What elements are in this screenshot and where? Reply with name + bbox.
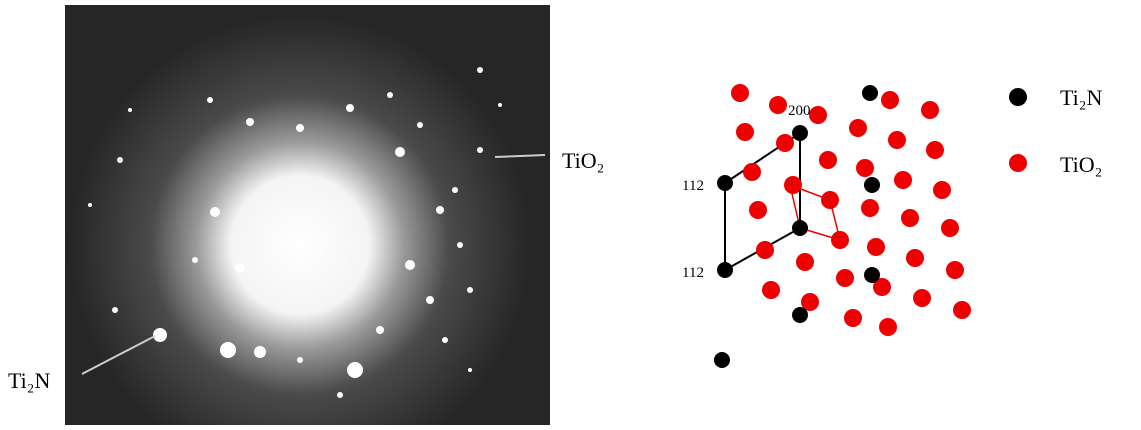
- page: TiO₂ Ti₂N 200 112 112 Ti₂N TiO₂ (() => {…: [0, 0, 1141, 425]
- tio2-spot: [776, 134, 794, 152]
- index-label: 112: [682, 178, 704, 194]
- tio2-spot: [849, 119, 867, 137]
- index-label: 200: [788, 103, 811, 119]
- tio2-spot: [731, 84, 749, 102]
- ti2n-spot: [714, 352, 730, 368]
- spot: [467, 287, 473, 293]
- ti2n-spot: [864, 267, 880, 283]
- tio2-spot: [941, 219, 959, 237]
- spot: [210, 207, 220, 217]
- tio2-spot: [894, 171, 912, 189]
- figure: TiO₂ Ti₂N 200 112 112 Ti₂N TiO₂: [0, 0, 1141, 425]
- spot: [246, 118, 254, 126]
- spot: [457, 242, 463, 248]
- tio2-spot: [796, 253, 814, 271]
- tio2-spot: [749, 201, 767, 219]
- spot: [498, 103, 502, 107]
- index-label: 112: [682, 265, 704, 281]
- spot: [376, 326, 384, 334]
- spot: [477, 147, 483, 153]
- spot: [387, 92, 393, 98]
- spot: [297, 357, 303, 363]
- spot: [220, 342, 236, 358]
- tio2-spot: [888, 131, 906, 149]
- legend-label: TiO₂: [1060, 152, 1102, 177]
- tio2-spot: [856, 159, 874, 177]
- tio2-spot: [809, 106, 827, 124]
- legend-marker: [1009, 154, 1027, 172]
- spot: [112, 307, 118, 313]
- tio2-spot: [933, 181, 951, 199]
- tio2-spot: [836, 269, 854, 287]
- image-label: Ti₂N: [8, 368, 50, 393]
- spot: [337, 392, 343, 398]
- spot: [477, 67, 483, 73]
- legend-marker: [1009, 88, 1027, 106]
- spot: [346, 104, 354, 112]
- ti2n-spot: [864, 177, 880, 193]
- image-label: TiO₂: [562, 148, 604, 173]
- tio2-spot: [756, 241, 774, 259]
- spot: [117, 157, 123, 163]
- tio2-spot: [819, 151, 837, 169]
- ti2n-spot: [792, 125, 808, 141]
- spot: [436, 206, 444, 214]
- diffraction-image: [65, 5, 550, 425]
- spot: [405, 260, 415, 270]
- tio2-spot: [921, 101, 939, 119]
- tio2-spot: [867, 238, 885, 256]
- tio2-spot: [946, 261, 964, 279]
- ti2n-spot: [862, 85, 878, 101]
- spot: [88, 203, 92, 207]
- spot: [468, 368, 472, 372]
- tio2-spot: [784, 176, 802, 194]
- tio2-spot: [769, 96, 787, 114]
- spot: [153, 328, 167, 342]
- tio2-spot: [844, 309, 862, 327]
- spot: [192, 257, 198, 263]
- spot: [296, 124, 304, 132]
- spot: [128, 108, 132, 112]
- tio2-spot: [879, 318, 897, 336]
- spot: [254, 346, 266, 358]
- spot: [426, 296, 434, 304]
- ti2n-spot: [717, 175, 733, 191]
- ti2n-spot: [792, 220, 808, 236]
- spot: [347, 362, 363, 378]
- tio2-spots: [731, 84, 971, 336]
- tio2-spot: [861, 199, 879, 217]
- tio2-spot: [736, 123, 754, 141]
- tio2-spot: [906, 249, 924, 267]
- spot: [207, 97, 213, 103]
- ti2n-spot: [717, 262, 733, 278]
- tio2-spot: [953, 301, 971, 319]
- tio2-spot: [913, 289, 931, 307]
- spot: [417, 122, 423, 128]
- ti2n-spot: [792, 307, 808, 323]
- spot: [395, 147, 405, 157]
- spot: [235, 263, 245, 273]
- spot: [452, 187, 458, 193]
- tio2-spot: [926, 141, 944, 159]
- tio2-spot: [901, 209, 919, 227]
- spot: [442, 337, 448, 343]
- tio2-spot: [743, 163, 761, 181]
- tio2-spot: [762, 281, 780, 299]
- legend-label: Ti₂N: [1060, 85, 1102, 110]
- tio2-spot: [881, 91, 899, 109]
